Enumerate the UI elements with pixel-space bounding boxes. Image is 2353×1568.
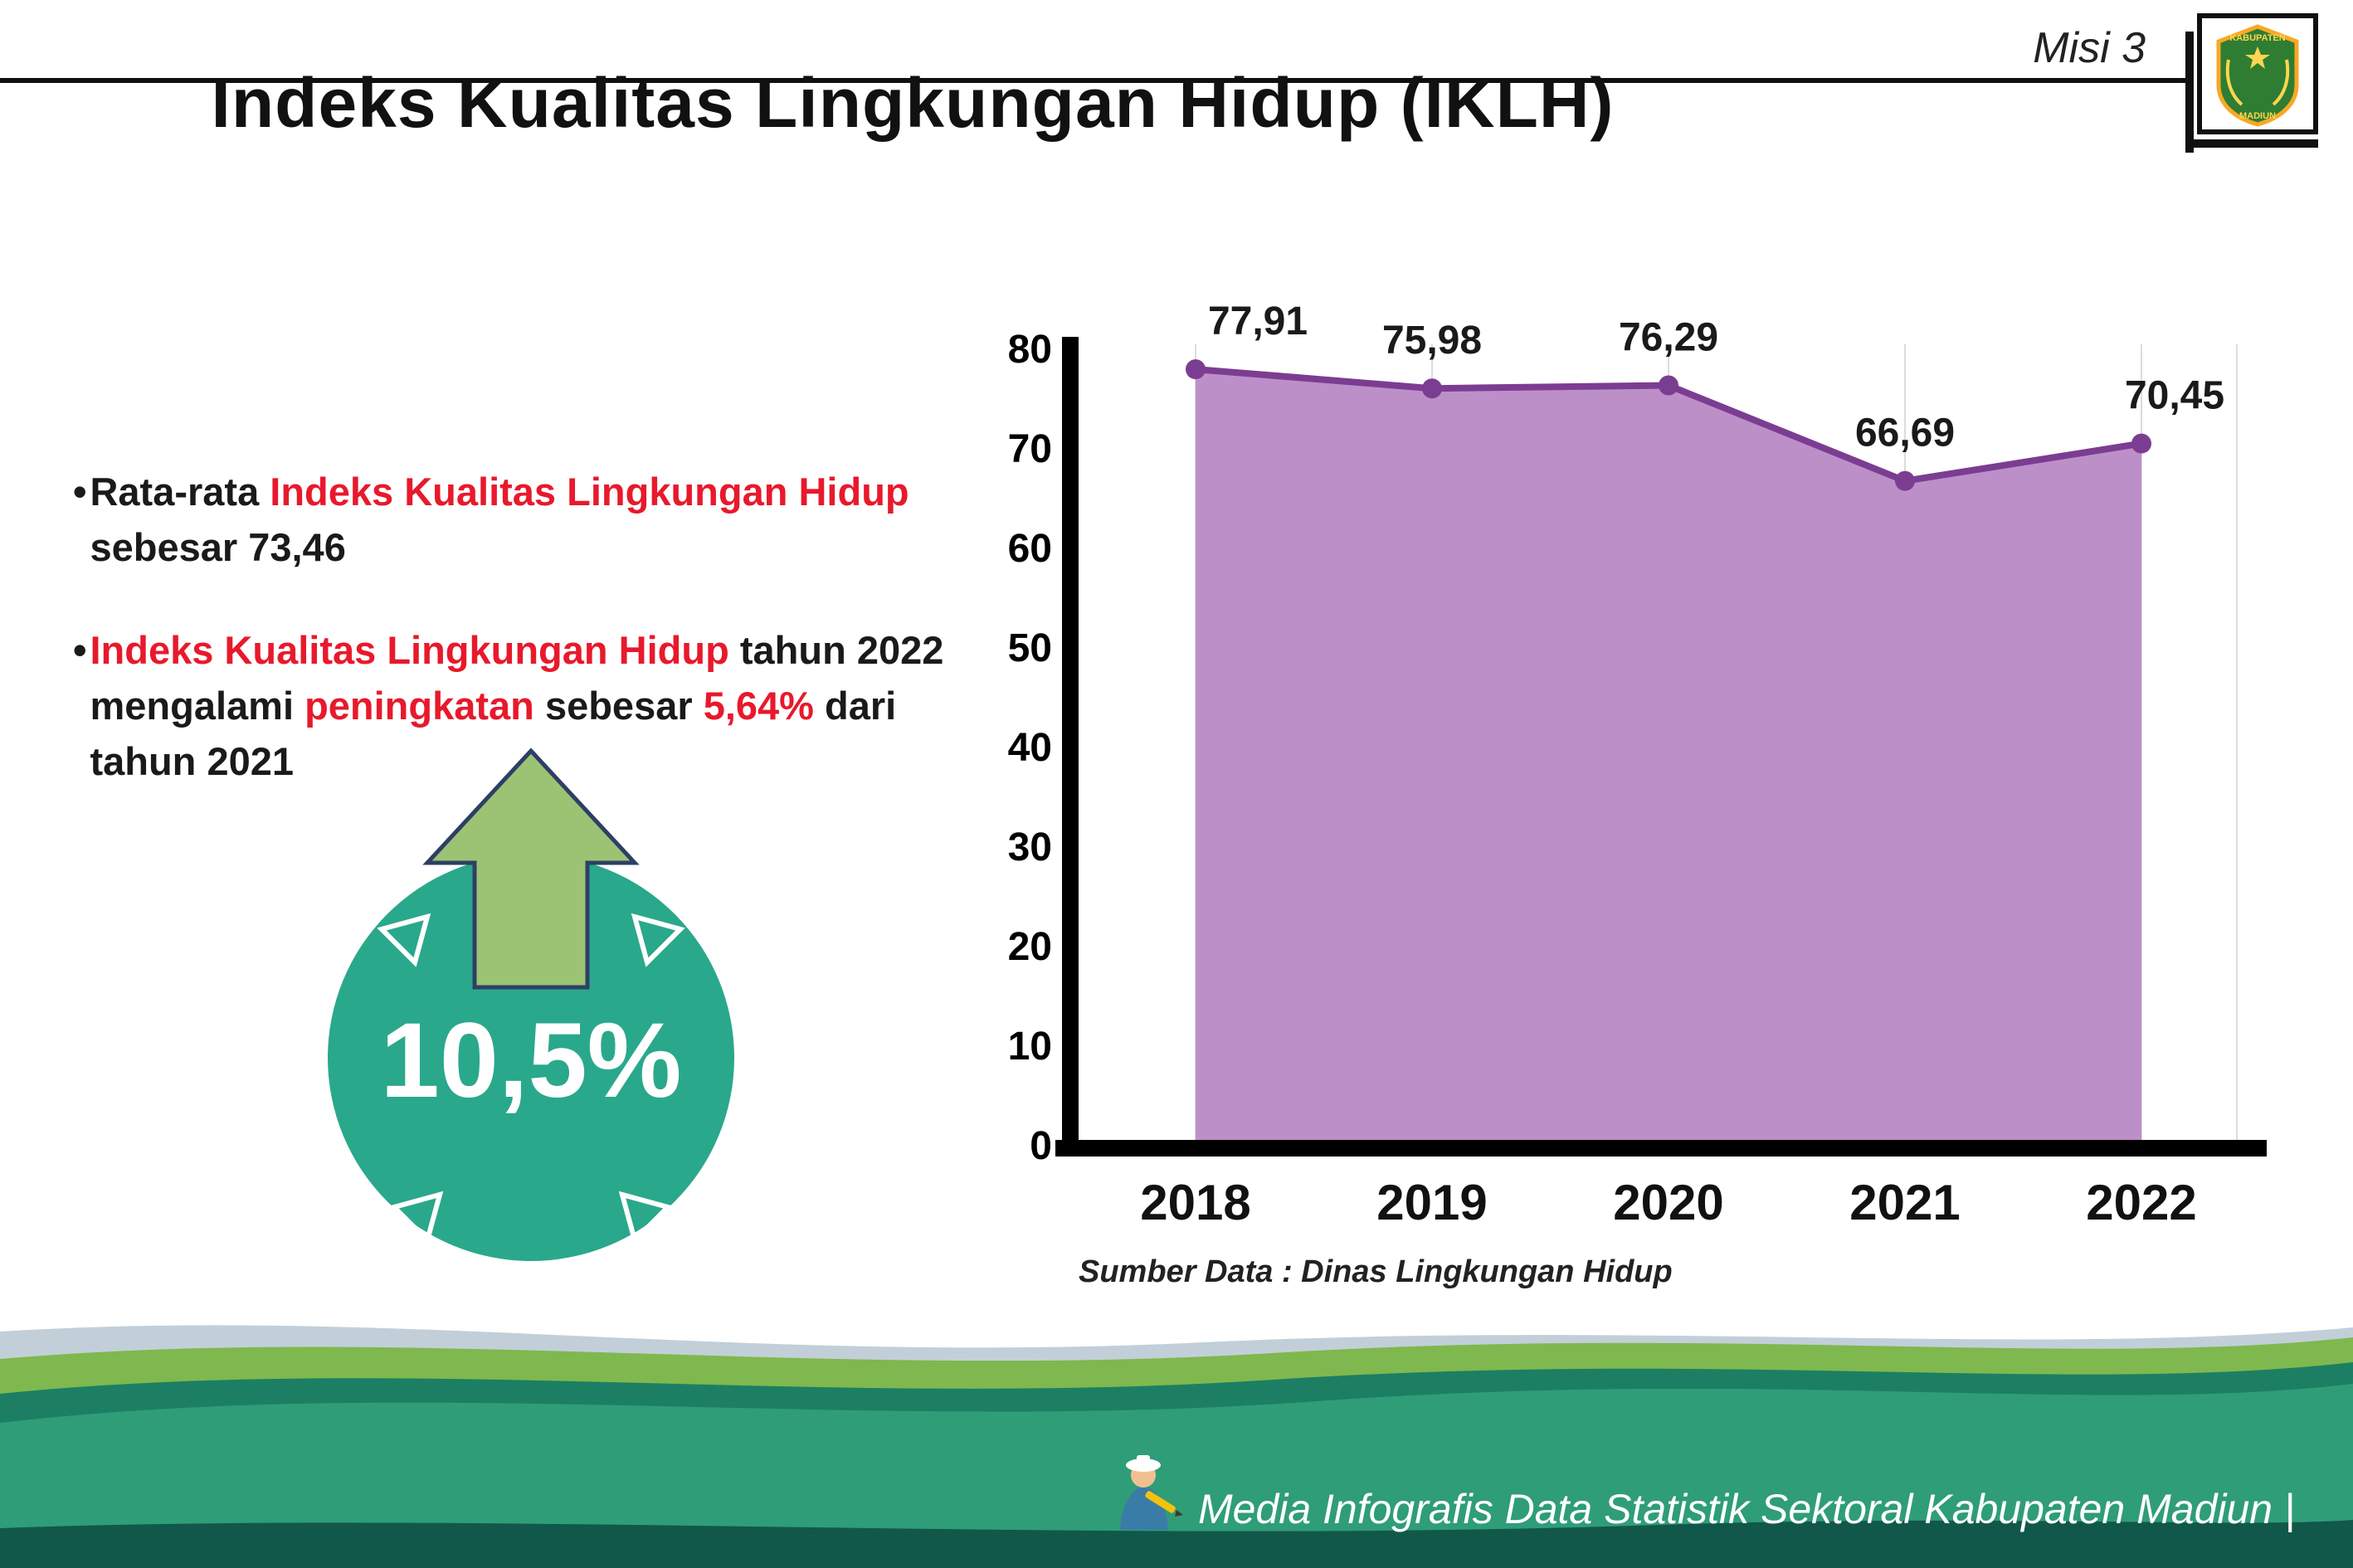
svg-text:75,98: 75,98 — [1382, 319, 1482, 363]
up-arrow-icon — [422, 747, 640, 990]
bullet-item: • Rata-rata Indeks Kualitas Lingkungan Hi… — [73, 465, 986, 575]
svg-text:40: 40 — [1008, 726, 1052, 770]
bullet-dot: • — [73, 628, 87, 673]
badge-value: 10,5% — [381, 1001, 682, 1120]
svg-text:66,69: 66,69 — [1855, 411, 1955, 455]
svg-text:20: 20 — [1008, 925, 1052, 969]
svg-text:2019: 2019 — [1376, 1175, 1487, 1230]
svg-text:0: 0 — [1030, 1124, 1052, 1168]
chart-x-axis — [1055, 1140, 2267, 1157]
top-rule — [0, 78, 2187, 83]
chart-points — [1186, 359, 2151, 491]
bullet-text: Indeks Kualitas Lingkungan Hidup tahun 2… — [90, 628, 944, 783]
logo-line-2: MADIUN — [2239, 111, 2276, 121]
writer-mascot-icon — [1119, 1455, 1183, 1530]
svg-text:2020: 2020 — [1613, 1175, 1723, 1230]
footer-bar: Media Infografis Data Statistik Sektoral… — [1105, 1447, 2295, 1533]
logo-line-1: KABUPATEN — [2229, 33, 2285, 43]
page-title: Indeks Kualitas Lingkungan Hidup (IKLH) — [211, 64, 1615, 142]
wave-teal-path — [0, 1384, 2353, 1568]
bullet-list: • Rata-rata Indeks Kualitas Lingkungan Hi… — [73, 465, 986, 838]
chart-source: Sumber Data : Dinas Lingkungan Hidup — [1079, 1254, 1673, 1289]
iklh-chart: 77,91 75,98 76,29 66,69 70,45 0 10 20 30 40 50 60 70… — [976, 274, 2287, 1319]
svg-text:77,91: 77,91 — [1208, 299, 1308, 343]
increase-badge: 10,5% — [328, 747, 734, 1288]
svg-text:2021: 2021 — [1849, 1175, 1960, 1230]
chart-y-axis — [1062, 337, 1079, 1157]
svg-text:10: 10 — [1008, 1025, 1052, 1069]
badge-triangle-ticks — [377, 913, 685, 1288]
svg-text:70,45: 70,45 — [2125, 374, 2224, 418]
chart-ytick-labels: 0 10 20 30 40 50 60 70 80 — [1008, 328, 1052, 1168]
bullet-dot: • — [73, 470, 87, 514]
svg-text:30: 30 — [1008, 825, 1052, 869]
iklh-chart-svg: 77,91 75,98 76,29 66,69 70,45 0 10 20 30 40 50 60 70… — [1008, 299, 2267, 1230]
misi-label: Misi 3 — [2033, 24, 2146, 72]
chart-value-labels: 77,91 75,98 76,29 66,69 70,45 — [1208, 299, 2224, 455]
svg-text:2022: 2022 — [2086, 1175, 2196, 1230]
footer-waves — [0, 1325, 2353, 1568]
svg-text:70: 70 — [1008, 427, 1052, 471]
wave-darkstrip-path — [0, 1520, 2353, 1568]
footer-text: Media Infografis Data Statistik Sektoral… — [1197, 1486, 2295, 1532]
kabupaten-madiun-logo: KABUPATEN MADIUN — [2185, 13, 2318, 153]
bullet-text: Rata-rata Indeks Kualitas Lingkungan Hid… — [90, 470, 909, 569]
badge-circle — [328, 855, 734, 1261]
chart-area — [1196, 369, 2141, 1145]
svg-text:80: 80 — [1008, 328, 1052, 372]
svg-text:60: 60 — [1008, 527, 1052, 571]
chart-xtick-labels: 2018 2019 2020 2021 2022 — [1140, 1175, 2196, 1230]
bullet-item: • Indeks Kualitas Lingkungan Hidup tahun … — [73, 623, 986, 789]
svg-text:50: 50 — [1008, 626, 1052, 670]
kabupaten-madiun-crest-icon: KABUPATEN MADIUN — [2216, 24, 2299, 127]
svg-text:76,29: 76,29 — [1619, 316, 1718, 360]
svg-text:2018: 2018 — [1140, 1175, 1250, 1230]
